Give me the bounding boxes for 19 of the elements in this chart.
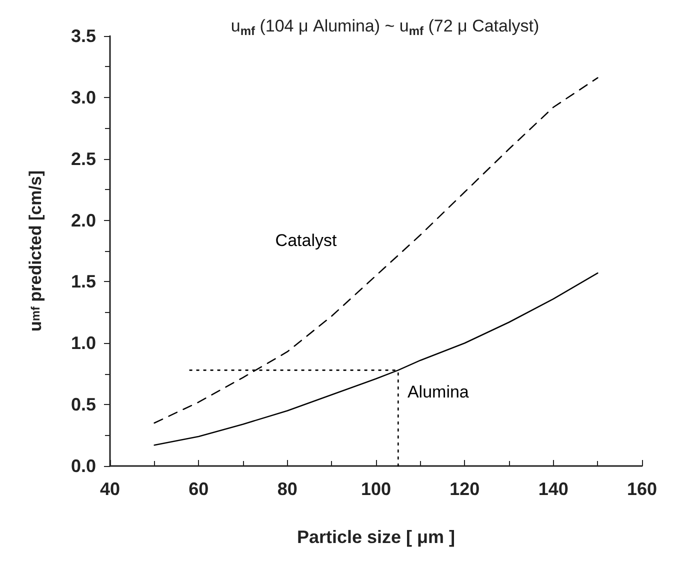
- y-tick-label: 0.0: [70, 456, 96, 476]
- y-axis-title: umf predicted [cm/s]: [26, 170, 45, 332]
- x-tick-label: 80: [277, 479, 298, 499]
- y-tick-label: 3.0: [70, 87, 96, 108]
- x-axis-title: Particle size [ μm ]: [296, 527, 456, 547]
- y-tick-label: 3.5: [70, 26, 96, 46]
- x-tick-label: 120: [450, 479, 480, 499]
- y-tick-label: 1.0: [70, 333, 96, 354]
- x-tick-label: 40: [100, 479, 120, 499]
- x-tick-label: 100: [360, 479, 392, 499]
- x-tick-label: 60: [188, 479, 209, 499]
- y-tick-label: 2.5: [70, 148, 96, 169]
- text: Catalyst: [275, 231, 337, 250]
- series-label: Alumina: [407, 382, 470, 402]
- x-tick-label: 160: [626, 479, 658, 499]
- y-tick-label: 2.0: [70, 210, 96, 230]
- y-tick-label: 0.5: [70, 394, 96, 415]
- x-tick-label: 140: [538, 479, 568, 499]
- y-tick-label: 1.5: [70, 272, 96, 292]
